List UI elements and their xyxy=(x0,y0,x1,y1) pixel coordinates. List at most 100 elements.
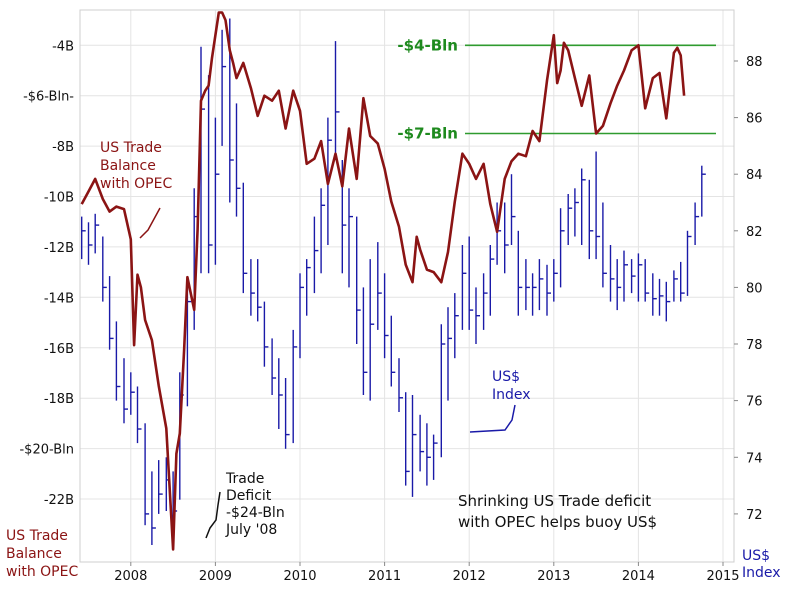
trade-label-upper-line-3: with OPEC xyxy=(100,176,172,192)
right-tick-label-5: 78 xyxy=(746,338,763,353)
usd-bar-9 xyxy=(144,423,150,526)
usd-bar-65 xyxy=(538,259,544,311)
usd-bar-80 xyxy=(644,259,650,302)
left-tick-label-0: -4B xyxy=(52,39,74,54)
usd-bar-1 xyxy=(87,222,93,265)
trade-label-upper-line-2: Balance xyxy=(100,158,156,174)
usd-bar-2 xyxy=(94,213,100,254)
usd-bar-85 xyxy=(680,261,685,302)
usd-bar-67 xyxy=(553,259,558,302)
left-tick-label-3: -10B xyxy=(44,191,74,206)
usd-bar-29 xyxy=(284,378,290,449)
usd-bar-22 xyxy=(235,103,241,217)
usd-bar-5 xyxy=(115,321,121,401)
left-tick-label-6: -16B xyxy=(44,342,74,357)
usd-bar-8 xyxy=(136,386,142,444)
usd-bar-79 xyxy=(637,253,643,302)
usd-bar-6 xyxy=(123,358,128,424)
reference-line-label-1: -$7-Bln xyxy=(397,125,458,143)
right-tick-label-8: 72 xyxy=(746,508,763,523)
usd-bar-81 xyxy=(652,273,657,316)
grid xyxy=(80,10,734,562)
usd-bar-23 xyxy=(242,182,248,294)
usd-bar-33 xyxy=(313,216,319,294)
usd-bar-39 xyxy=(356,216,361,344)
x-tick-label-4: 2012 xyxy=(453,569,486,584)
usd-bar-26 xyxy=(263,301,269,367)
usd-bar-56 xyxy=(475,287,480,344)
usd-bar-55 xyxy=(468,236,474,330)
usd-bar-49 xyxy=(426,423,431,486)
usd-bar-53 xyxy=(454,293,459,359)
usd-bar-82 xyxy=(658,278,664,316)
caption-line-2: with OPEC helps buoy US$ xyxy=(458,513,657,531)
usd-bar-44 xyxy=(390,315,396,387)
deficit-note-line-1: Trade xyxy=(225,471,264,487)
usd-bar-38 xyxy=(348,188,353,288)
usd-bar-58 xyxy=(489,245,495,316)
usd-bar-41 xyxy=(369,259,375,401)
usd-bar-64 xyxy=(531,273,537,316)
left-tick-label-5: -14B xyxy=(44,291,74,306)
usd-bar-72 xyxy=(588,179,594,260)
usd-bar-50 xyxy=(432,434,438,480)
usd-bar-18 xyxy=(207,75,213,274)
usd-bar-42 xyxy=(377,242,382,330)
usd-bar-47 xyxy=(411,395,417,497)
x-tick-label-1: 2009 xyxy=(199,569,232,584)
usd-bar-34 xyxy=(320,188,326,274)
usd-bar-71 xyxy=(581,168,586,245)
usd-bar-54 xyxy=(461,245,467,330)
right-tick-label-3: 82 xyxy=(746,225,763,240)
reference-lines: -$4-Bln -$7-Bln xyxy=(397,36,716,143)
x-axis-ticks: 2008 2009 2010 2011 2012 2013 2014 2015 xyxy=(114,562,740,584)
right-axis-title-line-2: Index xyxy=(742,565,781,581)
left-axis-ticks: -4B -$6-Bln- -8B -10B -12B -14B -16B -18B -$20-B… xyxy=(19,39,74,508)
x-tick-label-6: 2014 xyxy=(622,569,655,584)
x-tick-label-2: 2010 xyxy=(283,569,316,584)
usd-bar-83 xyxy=(665,281,671,322)
trade-balance-series xyxy=(80,11,686,551)
usd-bar-43 xyxy=(383,273,389,359)
plot-background xyxy=(80,10,734,562)
usd-bar-63 xyxy=(525,259,530,311)
x-tick-label-3: 2011 xyxy=(368,569,401,584)
deficit-note-line-4: July '08 xyxy=(225,522,277,538)
deficit-note-line-2: Deficit xyxy=(226,488,272,504)
x-tick-label-7: 2015 xyxy=(706,569,739,584)
usd-label-line-2: Index xyxy=(492,387,531,403)
left-axis-title-line-1: US Trade xyxy=(6,528,68,544)
usd-bar-32 xyxy=(306,259,311,316)
left-tick-label-9: -22B xyxy=(44,493,74,508)
x-tick-label-0: 2008 xyxy=(114,569,147,584)
caption-line-1: Shrinking US Trade deficit xyxy=(458,492,651,510)
right-axis-title-line-1: US$ xyxy=(742,548,770,564)
reference-line-label-0: -$4-Bln xyxy=(397,36,458,54)
usd-bar-28 xyxy=(278,358,283,429)
usd-bar-27 xyxy=(271,338,277,395)
usd-bar-88 xyxy=(701,165,706,217)
left-tick-label-1: -$6-Bln- xyxy=(23,90,74,105)
usd-bar-4 xyxy=(108,276,114,350)
left-axis-title-line-2: Balance xyxy=(6,546,62,562)
trade-balance-line xyxy=(80,11,686,551)
deficit-note-leader xyxy=(205,491,221,539)
usd-bar-11 xyxy=(157,460,163,514)
usd-bar-74 xyxy=(602,202,607,288)
usd-bar-70 xyxy=(574,188,579,237)
usd-bar-40 xyxy=(362,287,368,395)
usd-bar-77 xyxy=(623,250,628,302)
usd-bar-52 xyxy=(447,307,452,401)
usd-bar-73 xyxy=(595,151,601,260)
usd-bar-19 xyxy=(214,117,220,265)
usd-bar-60 xyxy=(504,202,509,274)
usd-bar-3 xyxy=(102,236,107,302)
usd-bar-31 xyxy=(299,273,304,359)
usd-label-line-1: US$ xyxy=(492,369,520,385)
usd-label-leader xyxy=(469,404,516,433)
usd-bar-48 xyxy=(419,414,425,472)
usd-bar-68 xyxy=(559,208,565,288)
usd-bar-7 xyxy=(130,372,135,415)
plot-frame xyxy=(79,9,735,563)
usd-bar-45 xyxy=(398,358,403,412)
